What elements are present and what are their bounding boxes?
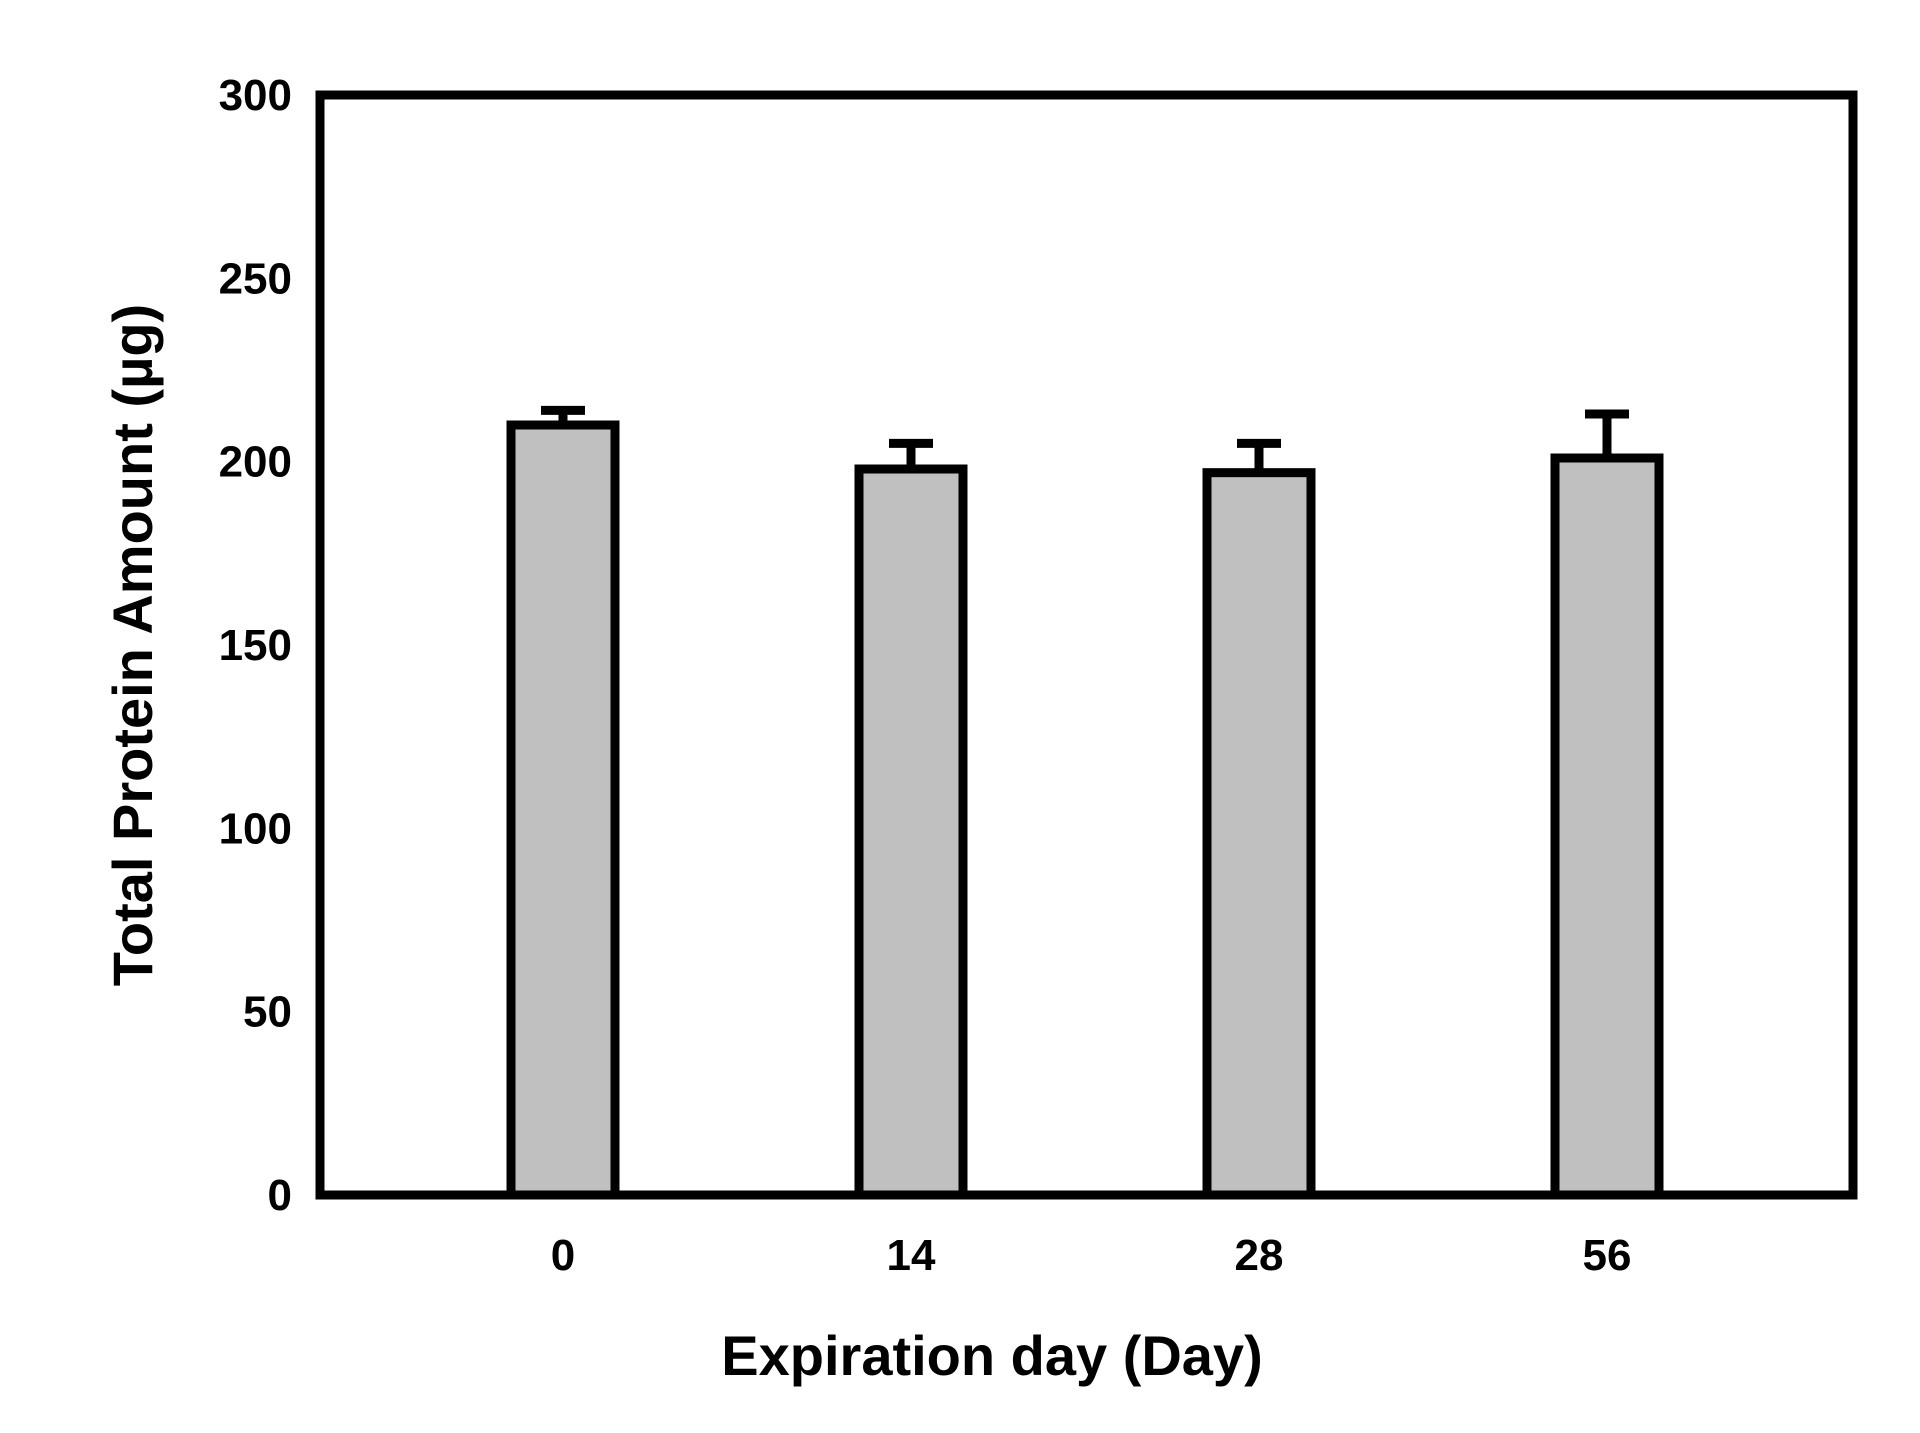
y-axis-title: Total Protein Amount (µg) (101, 304, 164, 986)
x-tick-label: 56 (1583, 1231, 1632, 1280)
bar (854, 464, 968, 1200)
y-tick-label: 0 (268, 1171, 292, 1220)
plot-frame (315, 90, 1858, 1200)
x-tick-label: 0 (551, 1231, 575, 1280)
x-tick-label: 28 (1235, 1231, 1284, 1280)
bar (1550, 453, 1664, 1200)
x-tick-label: 14 (887, 1231, 936, 1280)
bar (1202, 468, 1316, 1200)
y-tick-label: 300 (219, 71, 292, 120)
y-tick-label: 50 (243, 988, 292, 1037)
y-tick-label: 100 (219, 804, 292, 853)
error-bars (541, 405, 1629, 473)
y-tick-label: 200 (219, 438, 292, 487)
bars (506, 420, 1664, 1200)
bar (506, 420, 620, 1200)
y-tick-label: 250 (219, 254, 292, 303)
y-tick-label: 150 (219, 621, 292, 670)
y-tick-labels: 0 50 100 150 200 250 300 (219, 71, 292, 1220)
x-axis-title: Expiration day (Day) (721, 1324, 1262, 1387)
x-tick-labels: 0 14 28 56 (551, 1231, 1632, 1280)
